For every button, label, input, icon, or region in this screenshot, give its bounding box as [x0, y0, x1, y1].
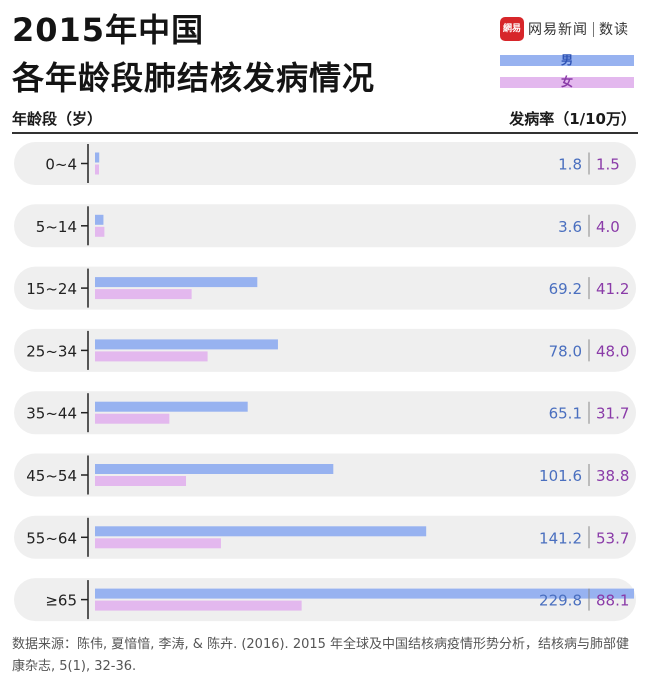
male-value-label: 141.2 [539, 529, 582, 547]
male-value-label: 1.8 [558, 156, 582, 174]
female-value-label: 88.1 [596, 592, 629, 610]
female-value-label: 38.8 [596, 467, 629, 485]
legend-female: 女 [500, 76, 634, 88]
female-bar [95, 289, 192, 300]
male-bar [95, 339, 278, 350]
brand-divider [593, 21, 594, 37]
category-label: 15~24 [26, 280, 77, 298]
male-bar [95, 526, 427, 537]
y-axis-header: 年龄段（岁） [12, 110, 103, 128]
male-bar [95, 401, 248, 412]
category-label: 35~44 [26, 405, 77, 423]
female-value-label: 31.7 [596, 405, 629, 423]
female-value-label: 1.5 [596, 156, 620, 174]
male-value-label: 69.2 [549, 280, 582, 298]
male-bar [95, 214, 104, 225]
brand-name: 网易新闻 [528, 22, 588, 38]
chart-title-line2: 各年龄段肺结核发病情况 [12, 59, 376, 97]
male-bar [95, 277, 258, 288]
male-value-label: 229.8 [539, 592, 582, 610]
female-bar [95, 413, 170, 424]
category-label: 45~54 [26, 467, 77, 485]
brand-sub: 数读 [599, 22, 629, 38]
female-value-label: 41.2 [596, 280, 629, 298]
female-value-label: 48.0 [596, 342, 629, 360]
female-value-label: 53.7 [596, 529, 629, 547]
row-background [14, 266, 636, 310]
female-bar [95, 476, 187, 486]
male-value-label: 78.0 [549, 342, 582, 360]
female-value-label: 4.0 [596, 218, 620, 236]
female-bar [95, 600, 302, 611]
female-bar [95, 164, 99, 175]
category-label: 5~14 [36, 218, 77, 236]
row-background [14, 328, 636, 372]
header-rule [12, 132, 638, 134]
brand: 網易 网易新闻 数读 [500, 16, 629, 42]
female-bar [95, 226, 105, 237]
category-label: 0~4 [45, 156, 77, 174]
value-header: 发病率（1/10万） [509, 110, 636, 128]
male-value-label: 101.6 [539, 467, 582, 485]
legend-male: 男 [500, 54, 634, 66]
chart-title-line1: 2015年中国 [12, 11, 205, 49]
category-label: ≥65 [45, 592, 77, 610]
category-label: 55~64 [26, 529, 77, 547]
female-bar [95, 538, 221, 549]
male-value-label: 3.6 [558, 218, 582, 236]
row-background [14, 391, 636, 435]
category-label: 25~34 [26, 342, 77, 360]
male-bar [95, 588, 634, 599]
male-bar [95, 464, 334, 474]
female-bar [95, 351, 208, 362]
netease-logo-icon: 網易 [500, 17, 524, 41]
source-note: 数据来源：陈伟, 夏愔愔, 李涛, & 陈卉. (2016). 2015 年全球… [12, 637, 630, 674]
row-background [14, 204, 636, 248]
row-background [14, 142, 636, 185]
male-bar [95, 152, 100, 163]
male-value-label: 65.1 [549, 405, 582, 423]
